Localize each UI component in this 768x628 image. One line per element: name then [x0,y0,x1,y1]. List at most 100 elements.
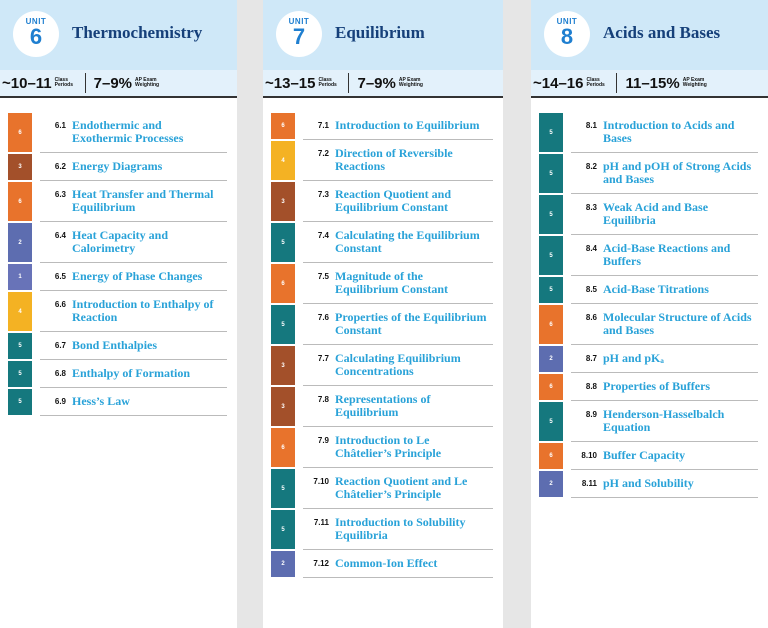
topic-row: 2 7.12 Common-Ion Effect [263,550,503,578]
topic-row: 3 7.3 Reaction Quotient and Equilibrium Co… [263,181,503,222]
row-separator [40,221,227,222]
topic-title: Heat Transfer and Thermal Equilibrium [72,187,214,214]
topic-title: Henderson-Hasselbalch Equation [603,407,725,434]
unit-header: UNIT 8 Acids and Bases [531,0,768,70]
row-separator [40,415,227,416]
topic-title: Molecular Structure of Acids and Bases [603,310,752,337]
topic-number: 8.5 [585,285,597,294]
topic-number: 8.4 [585,244,597,253]
practice-badge: 6 [8,113,32,152]
topic-number: 7.1 [317,121,329,130]
exam-weighting: 11–15% [625,74,680,92]
topic-number: 7.6 [317,313,329,322]
divider [84,73,86,93]
topic-row: 3 7.8 Representations of Equilibrium [263,386,503,427]
practice-badge: 5 [539,113,563,152]
unit-panel: UNIT 6 Thermochemistry ~10–11 Class Periods 7… [0,0,237,628]
practice-badge: 3 [271,182,295,221]
exam-weighting-label: AP Exam Weighting [398,77,423,88]
practice-badge: 2 [8,223,32,262]
topic-number: 6.8 [54,369,66,378]
topic-number: 7.3 [317,190,329,199]
practice-badge: 5 [539,236,563,275]
row-separator [571,372,758,373]
row-separator [40,180,227,181]
topic-title: Heat Capacity and Calorimetry [72,228,168,255]
row-separator [571,275,758,276]
practice-badge: 1 [8,264,32,290]
topic-row: 6 6.1 Endothermic and Exothermic Processes [0,112,237,153]
topic-title: Properties of the Equilibrium Constant [335,310,487,337]
row-separator [40,262,227,263]
topic-row: 3 6.2 Energy Diagrams [0,153,237,181]
topic-row: 4 6.6 Introduction to Enthalpy of Reaction [0,291,237,332]
topic-row: 5 7.4 Calculating the Equilibrium Constant [263,222,503,263]
practice-badge: 6 [539,305,563,344]
practice-badge: 5 [539,277,563,303]
topic-number: 8.10 [581,451,597,460]
topic-row: 5 6.9 Hess’s Law [0,388,237,416]
topic-title: Properties of Buffers [603,379,711,393]
row-separator [303,385,493,386]
unit-panel: UNIT 7 Equilibrium ~13–15 Class Periods 7–9% A… [263,0,503,628]
topic-list: 6 7.1 Introduction to Equilibrium 4 7.2 Direc… [263,112,503,578]
row-separator [571,441,758,442]
row-separator [303,139,493,140]
unit-number: 6 [29,24,43,49]
topic-row: 6 7.5 Magnitude of the Equilibrium Constan… [263,263,503,304]
unit-title: Acids and Bases [603,23,721,42]
exam-weighting: 7–9% [357,74,396,92]
row-separator [303,221,493,222]
row-separator [303,577,493,578]
practice-badge: 2 [539,471,563,497]
topic-number: 7.5 [317,272,329,281]
exam-weighting-label: AP Exam Weighting [135,77,160,88]
class-periods: ~10–11 [2,74,52,92]
practice-badge: 5 [539,195,563,234]
unit-badge: UNIT 6 [13,11,59,57]
topic-row: 4 7.2 Direction of Reversible Reactions [263,140,503,181]
topic-number: 8.1 [585,121,597,130]
topic-row: 5 8.9 Henderson-Hasselbalch Equation [531,401,768,442]
topic-title: Endothermic and Exothermic Processes [72,118,184,145]
row-separator [40,387,227,388]
topic-row: 5 8.2 pH and pOH of Strong Acids and Bases [531,153,768,194]
topic-row: 3 7.7 Calculating Equilibrium Concentratio… [263,345,503,386]
practice-badge: 6 [8,182,32,221]
topic-list: 6 6.1 Endothermic and Exothermic Processes… [0,112,237,416]
topic-number: 7.8 [317,395,329,404]
unit-meta: ~13–15 Class Periods 7–9% AP Exam Weighting [263,70,503,98]
topic-title: Buffer Capacity [603,448,686,462]
topic-title: Common-Ion Effect [335,556,438,570]
topic-row: 6 7.1 Introduction to Equilibrium [263,112,503,140]
row-separator [303,426,493,427]
topic-title: Introduction to Enthalpy of Reaction [72,297,214,324]
practice-badge: 5 [539,154,563,193]
topic-title: pH and pKₐ [603,351,664,365]
row-separator [571,234,758,235]
topic-title: Acid-Base Reactions and Buffers [603,241,731,268]
practice-badge: 5 [8,389,32,415]
practice-badge: 5 [8,361,32,387]
row-separator [303,508,493,509]
topic-number: 7.4 [317,231,329,240]
topic-title: Calculating the Equilibrium Constant [335,228,480,255]
topic-title: Acid-Base Titrations [603,282,709,296]
unit-meta: ~14–16 Class Periods 11–15% AP Exam Weighti… [531,70,768,98]
divider [348,73,350,93]
unit-panel: UNIT 8 Acids and Bases ~14–16 Class Periods 1… [531,0,768,628]
practice-badge: 4 [8,292,32,331]
topic-row: 6 6.3 Heat Transfer and Thermal Equilibriu… [0,181,237,222]
unit-number: 8 [560,24,574,49]
exam-weighting-label: AP Exam Weighting [682,77,707,88]
topic-row: 5 7.10 Reaction Quotient and Le Châtelier’… [263,468,503,509]
divider [616,73,618,93]
topic-title: Weak Acid and Base Equilibria [603,200,709,227]
row-separator [303,549,493,550]
unit-meta: ~10–11 Class Periods 7–9% AP Exam Weighting [0,70,237,98]
unit-header: UNIT 6 Thermochemistry [0,0,237,70]
unit-title: Equilibrium [335,23,425,42]
topic-title: Magnitude of the Equilibrium Constant [335,269,449,296]
topic-title: Bond Enthalpies [72,338,158,352]
